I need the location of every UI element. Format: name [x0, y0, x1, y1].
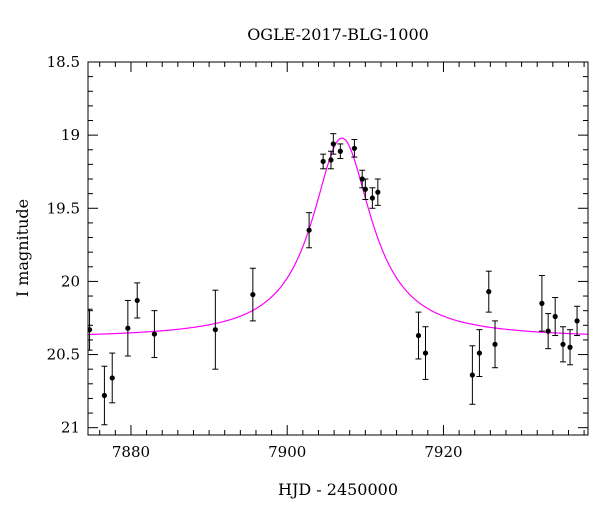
data-point: [369, 187, 376, 209]
data-marker: [567, 344, 573, 350]
data-marker: [545, 328, 551, 334]
y-tick-label: 20: [61, 272, 80, 290]
data-marker: [552, 313, 558, 320]
x-tick-label: 7900: [268, 443, 306, 461]
y-tick-label: 19: [61, 126, 80, 144]
data-marker: [101, 392, 108, 399]
data-point: [330, 133, 337, 155]
data-marker: [212, 327, 218, 333]
data-marker: [351, 145, 358, 151]
data-marker: [492, 341, 498, 347]
chart-title: OGLE-2017-BLG-1000: [247, 25, 429, 44]
data-marker: [375, 189, 381, 195]
data-point: [492, 320, 499, 369]
plot-frame: [87, 61, 589, 436]
data-marker: [134, 297, 140, 304]
data-marker: [320, 158, 326, 165]
data-point: [485, 270, 492, 313]
data-point: [469, 345, 476, 405]
data-marker: [362, 186, 368, 192]
data-point: [545, 313, 552, 350]
data-point: [574, 305, 581, 337]
data-marker: [88, 327, 93, 333]
data-marker: [422, 350, 429, 356]
data-point: [337, 143, 344, 160]
x-axis-label: HJD - 2450000: [278, 480, 398, 499]
data-point: [359, 169, 366, 189]
data-point: [306, 212, 313, 249]
data-point: [567, 329, 574, 366]
data-marker: [328, 157, 334, 163]
x-tick-labels: 7880 7900 7920: [112, 443, 463, 461]
data-marker: [151, 331, 158, 337]
data-point: [124, 299, 131, 357]
data-point: [88, 308, 93, 351]
y-tick-label: 18.5: [47, 53, 80, 71]
data-point: [134, 282, 141, 319]
data-point: [552, 297, 559, 337]
data-marker: [415, 332, 422, 339]
y-tick-label: 20.5: [47, 346, 80, 364]
data-marker: [337, 148, 343, 154]
plot-area: [88, 133, 588, 426]
data-point: [415, 311, 422, 360]
y-tick-label: 21: [61, 419, 80, 437]
data-point: [351, 139, 358, 158]
y-tick-label: 19.5: [47, 199, 80, 217]
y-tick-labels: 18.5 19 19.5 20 20.5 21: [47, 53, 80, 437]
data-point: [249, 267, 256, 322]
data-marker: [109, 375, 115, 381]
data-point: [101, 365, 108, 426]
data-marker: [469, 372, 475, 378]
y-axis-label: I magnitude: [13, 199, 32, 297]
data-marker: [369, 195, 375, 201]
data-marker: [250, 291, 256, 298]
data-marker: [306, 227, 312, 233]
data-point: [109, 352, 116, 404]
x-tick-label: 7880: [112, 443, 150, 461]
data-marker: [574, 318, 580, 324]
data-point: [422, 326, 429, 380]
x-tick-label: 7920: [424, 443, 462, 461]
data-marker: [560, 341, 566, 347]
data-point: [362, 178, 369, 200]
data-point: [151, 310, 158, 358]
model-curve: [88, 137, 588, 336]
data-point: [476, 329, 483, 377]
data-marker: [476, 350, 483, 356]
data-marker: [359, 176, 365, 182]
data-marker: [330, 141, 336, 147]
axis-ticks: [88, 61, 588, 435]
data-marker: [486, 289, 492, 295]
data-marker: [125, 325, 131, 331]
data-point: [374, 178, 381, 206]
data-point: [538, 275, 545, 332]
data-point: [212, 289, 219, 370]
data-marker: [539, 300, 545, 306]
data-point: [560, 326, 566, 363]
data-point: [320, 153, 327, 170]
